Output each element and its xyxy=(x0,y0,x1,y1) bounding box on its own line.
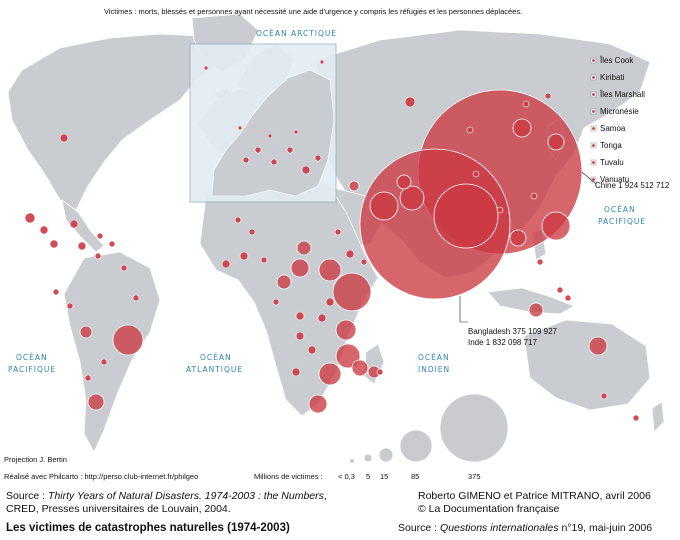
europe-inset-land xyxy=(211,69,335,197)
bubble-brazil xyxy=(112,324,144,356)
island-label: Vanuatu xyxy=(600,175,629,184)
bubble-mozambique xyxy=(335,343,361,369)
indonesia xyxy=(487,287,575,315)
island-label: Tuvalu xyxy=(600,158,624,167)
ocean-atlantique-label-1: OCÉAN xyxy=(200,353,232,362)
legend-item-5: 5 xyxy=(366,472,370,481)
legend-bubble-min xyxy=(350,459,354,463)
bangladesh-callout: Bangladesh 375 109 927 xyxy=(468,327,558,336)
footer: Source : Thirty Years of Natural Disaste… xyxy=(0,484,680,540)
legend-bubble-5 xyxy=(363,453,373,463)
island-label: Îles Cook xyxy=(599,56,634,65)
ocean-arctique-label: OCÉAN ARCTIQUE xyxy=(256,29,337,38)
bubble-bangladesh xyxy=(433,183,499,249)
ocean-pacifique-est-label-1: OCÉAN xyxy=(604,205,636,214)
ocean-pacifique-est-label-2: PACIFIQUE xyxy=(598,217,646,226)
legend-bubble-375 xyxy=(439,393,509,463)
ocean-pacifique-ouest-label-2: PACIFIQUE xyxy=(8,365,56,374)
legend-bubble-85 xyxy=(399,429,433,463)
island-list: Îles Cook Kiribati Îles Marshall Microné… xyxy=(590,56,645,184)
legend-item-85: 85 xyxy=(411,472,419,481)
victims-definition: Victimes : morts, blessés et personnes a… xyxy=(104,7,522,16)
island-label: Samoa xyxy=(600,124,626,133)
footer-source: Source : Thirty Years of Natural Disaste… xyxy=(6,490,327,502)
island-label: Îles Marshall xyxy=(599,90,645,99)
bubble-afghanistan xyxy=(396,174,412,190)
australia xyxy=(523,319,651,411)
bubble-argentina xyxy=(87,393,105,411)
philcarto-credit: Réalisé avec Philcarto : http://perso.cl… xyxy=(4,472,198,481)
legend-item-15: 15 xyxy=(380,472,388,481)
central-america xyxy=(61,199,105,253)
footer-authors: Roberto GIMENO et Patrice MITRANO, avril… xyxy=(418,490,651,502)
bubble-kenya xyxy=(335,319,357,341)
chine-leader-line xyxy=(581,171,597,185)
bubble-japan xyxy=(547,133,565,151)
footer-copyright: © La Documentation française xyxy=(418,503,560,515)
bubble-south-africa xyxy=(308,394,328,414)
inde-callout: Inde 1 832 098 717 xyxy=(468,338,538,347)
victim-bubbles xyxy=(79,89,608,414)
ocean-pacifique-ouest-label-1: OCÉAN xyxy=(16,353,48,362)
new-zealand xyxy=(651,401,665,433)
bubble-mongolia xyxy=(512,118,532,138)
legend: Millions de victimes : < 0,3 5 15 85 375 xyxy=(254,393,509,481)
small-bubbles xyxy=(24,59,640,422)
legend-item-375: 375 xyxy=(468,472,481,481)
projection-credit: Projection J. Bertin xyxy=(4,455,67,464)
bubble-chad xyxy=(296,240,312,256)
ocean-indien-label-2: INDIEN xyxy=(418,365,450,374)
bubble-niger xyxy=(290,258,310,278)
island-label: Tonga xyxy=(600,141,622,150)
bubble-malawi xyxy=(351,359,369,377)
legend-title: Millions de victimes : xyxy=(254,472,323,481)
ocean-indien-label-1: OCÉAN xyxy=(418,353,450,362)
island-label: Kiribati xyxy=(600,73,625,82)
bangladesh-leader-line xyxy=(459,296,468,323)
footer-source-line2: CRED, Presses universitaires de Louvain,… xyxy=(6,503,231,515)
legend-item-min: < 0,3 xyxy=(338,472,355,481)
bubble-indonesia xyxy=(528,302,544,318)
bubble-pakistan xyxy=(399,185,425,211)
footer-source2: Source : Questions internationales n°19,… xyxy=(398,522,653,534)
bubble-philippines xyxy=(541,211,571,241)
bubble-zimbabwe xyxy=(318,362,342,386)
world-map: Victimes : morts, blessés et personnes a… xyxy=(4,7,670,481)
map-title: Les victimes de catastrophes naturelles … xyxy=(6,522,290,534)
chine-callout: Chine 1 924 512 712 xyxy=(595,181,670,190)
bubble-australia xyxy=(588,336,608,356)
bubble-vietnam xyxy=(509,229,527,247)
island-label: Micronésie xyxy=(600,107,639,116)
bubble-iran xyxy=(369,191,399,221)
bubble-ethiopia xyxy=(332,272,372,312)
north-america xyxy=(7,33,223,211)
bubble-nigeria xyxy=(276,274,292,290)
bubble-sudan xyxy=(318,258,342,282)
legend-bubble-15 xyxy=(378,447,394,463)
ocean-atlantique-label-2: ATLANTIQUE xyxy=(186,365,243,374)
bubble-turkey xyxy=(348,180,360,192)
bubble-peru xyxy=(79,325,93,339)
